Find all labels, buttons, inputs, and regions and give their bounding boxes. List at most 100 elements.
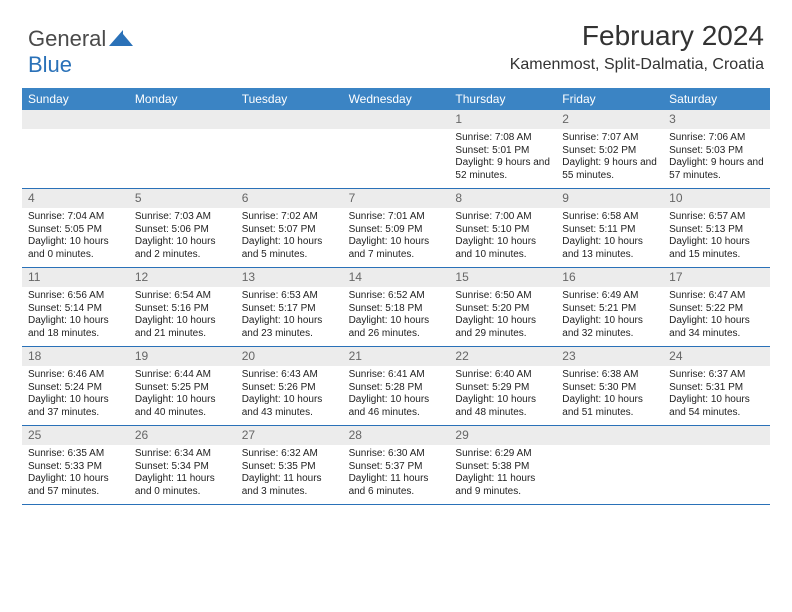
sunset-line: Sunset: 5:18 PM	[349, 303, 444, 316]
day-cell: 7Sunrise: 7:01 AMSunset: 5:09 PMDaylight…	[343, 189, 450, 267]
day-number: 1	[449, 110, 556, 129]
day-number: 8	[449, 189, 556, 208]
sunrise-line: Sunrise: 6:30 AM	[349, 448, 444, 461]
day-number: 29	[449, 426, 556, 445]
sunrise-line: Sunrise: 7:04 AM	[28, 211, 123, 224]
day-cell: 11Sunrise: 6:56 AMSunset: 5:14 PMDayligh…	[22, 268, 129, 346]
day-cell: 26Sunrise: 6:34 AMSunset: 5:34 PMDayligh…	[129, 426, 236, 504]
day-number: 4	[22, 189, 129, 208]
day-number: 7	[343, 189, 450, 208]
day-cell: 17Sunrise: 6:47 AMSunset: 5:22 PMDayligh…	[663, 268, 770, 346]
sunset-line: Sunset: 5:09 PM	[349, 224, 444, 237]
day-number: 21	[343, 347, 450, 366]
day-body: Sunrise: 6:40 AMSunset: 5:29 PMDaylight:…	[449, 366, 556, 423]
day-number: 19	[129, 347, 236, 366]
day-cell	[556, 426, 663, 504]
day-number-empty	[22, 110, 129, 129]
daylight-line: Daylight: 10 hours and 13 minutes.	[562, 236, 657, 261]
week-row: 4Sunrise: 7:04 AMSunset: 5:05 PMDaylight…	[22, 189, 770, 268]
day-cell: 6Sunrise: 7:02 AMSunset: 5:07 PMDaylight…	[236, 189, 343, 267]
sunset-line: Sunset: 5:28 PM	[349, 382, 444, 395]
day-number: 28	[343, 426, 450, 445]
day-body: Sunrise: 6:49 AMSunset: 5:21 PMDaylight:…	[556, 287, 663, 344]
day-cell: 5Sunrise: 7:03 AMSunset: 5:06 PMDaylight…	[129, 189, 236, 267]
daylight-line: Daylight: 9 hours and 52 minutes.	[455, 157, 550, 182]
day-body: Sunrise: 7:02 AMSunset: 5:07 PMDaylight:…	[236, 208, 343, 265]
day-number: 24	[663, 347, 770, 366]
day-body: Sunrise: 6:37 AMSunset: 5:31 PMDaylight:…	[663, 366, 770, 423]
sunset-line: Sunset: 5:30 PM	[562, 382, 657, 395]
sunset-line: Sunset: 5:29 PM	[455, 382, 550, 395]
sunset-line: Sunset: 5:07 PM	[242, 224, 337, 237]
weekday-header: Monday	[129, 88, 236, 110]
header: General February 2024 Kamenmost, Split-D…	[0, 0, 792, 82]
day-body: Sunrise: 6:46 AMSunset: 5:24 PMDaylight:…	[22, 366, 129, 423]
sunrise-line: Sunrise: 7:06 AM	[669, 132, 764, 145]
daylight-line: Daylight: 10 hours and 48 minutes.	[455, 394, 550, 419]
logo-triangle-icon	[109, 30, 135, 48]
day-body: Sunrise: 6:34 AMSunset: 5:34 PMDaylight:…	[129, 445, 236, 502]
day-body: Sunrise: 6:44 AMSunset: 5:25 PMDaylight:…	[129, 366, 236, 423]
day-number: 23	[556, 347, 663, 366]
sunrise-line: Sunrise: 6:34 AM	[135, 448, 230, 461]
day-number: 15	[449, 268, 556, 287]
day-number: 5	[129, 189, 236, 208]
sunset-line: Sunset: 5:14 PM	[28, 303, 123, 316]
sunrise-line: Sunrise: 7:07 AM	[562, 132, 657, 145]
daylight-line: Daylight: 10 hours and 34 minutes.	[669, 315, 764, 340]
sunset-line: Sunset: 5:10 PM	[455, 224, 550, 237]
daylight-line: Daylight: 10 hours and 57 minutes.	[28, 473, 123, 498]
sunrise-line: Sunrise: 7:01 AM	[349, 211, 444, 224]
day-body: Sunrise: 6:35 AMSunset: 5:33 PMDaylight:…	[22, 445, 129, 502]
day-body: Sunrise: 6:32 AMSunset: 5:35 PMDaylight:…	[236, 445, 343, 502]
logo-text-2: Blue	[28, 52, 72, 77]
sunset-line: Sunset: 5:01 PM	[455, 145, 550, 158]
sunrise-line: Sunrise: 6:50 AM	[455, 290, 550, 303]
day-body: Sunrise: 7:01 AMSunset: 5:09 PMDaylight:…	[343, 208, 450, 265]
sunset-line: Sunset: 5:02 PM	[562, 145, 657, 158]
daylight-line: Daylight: 10 hours and 40 minutes.	[135, 394, 230, 419]
sunrise-line: Sunrise: 6:58 AM	[562, 211, 657, 224]
daylight-line: Daylight: 11 hours and 6 minutes.	[349, 473, 444, 498]
daylight-line: Daylight: 11 hours and 0 minutes.	[135, 473, 230, 498]
daylight-line: Daylight: 10 hours and 18 minutes.	[28, 315, 123, 340]
day-number: 6	[236, 189, 343, 208]
weekday-header: Saturday	[663, 88, 770, 110]
sunset-line: Sunset: 5:24 PM	[28, 382, 123, 395]
day-body: Sunrise: 7:06 AMSunset: 5:03 PMDaylight:…	[663, 129, 770, 186]
sunset-line: Sunset: 5:11 PM	[562, 224, 657, 237]
day-number: 22	[449, 347, 556, 366]
logo-text-1: General	[28, 26, 106, 52]
day-number: 12	[129, 268, 236, 287]
daylight-line: Daylight: 10 hours and 2 minutes.	[135, 236, 230, 261]
daylight-line: Daylight: 10 hours and 15 minutes.	[669, 236, 764, 261]
weekday-header: Sunday	[22, 88, 129, 110]
day-number: 3	[663, 110, 770, 129]
day-number-empty	[343, 110, 450, 129]
sunset-line: Sunset: 5:16 PM	[135, 303, 230, 316]
month-title: February 2024	[510, 20, 764, 52]
day-number-empty	[556, 426, 663, 445]
day-number-empty	[663, 426, 770, 445]
day-body: Sunrise: 6:54 AMSunset: 5:16 PMDaylight:…	[129, 287, 236, 344]
day-cell: 23Sunrise: 6:38 AMSunset: 5:30 PMDayligh…	[556, 347, 663, 425]
sunset-line: Sunset: 5:03 PM	[669, 145, 764, 158]
day-cell: 27Sunrise: 6:32 AMSunset: 5:35 PMDayligh…	[236, 426, 343, 504]
day-cell: 13Sunrise: 6:53 AMSunset: 5:17 PMDayligh…	[236, 268, 343, 346]
sunrise-line: Sunrise: 6:43 AM	[242, 369, 337, 382]
day-number: 27	[236, 426, 343, 445]
daylight-line: Daylight: 10 hours and 7 minutes.	[349, 236, 444, 261]
sunrise-line: Sunrise: 6:52 AM	[349, 290, 444, 303]
day-number: 13	[236, 268, 343, 287]
sunset-line: Sunset: 5:21 PM	[562, 303, 657, 316]
daylight-line: Daylight: 11 hours and 3 minutes.	[242, 473, 337, 498]
day-number: 11	[22, 268, 129, 287]
sunset-line: Sunset: 5:26 PM	[242, 382, 337, 395]
sunrise-line: Sunrise: 6:49 AM	[562, 290, 657, 303]
day-cell: 1Sunrise: 7:08 AMSunset: 5:01 PMDaylight…	[449, 110, 556, 188]
sunset-line: Sunset: 5:22 PM	[669, 303, 764, 316]
day-cell	[663, 426, 770, 504]
sunrise-line: Sunrise: 6:37 AM	[669, 369, 764, 382]
day-body: Sunrise: 7:00 AMSunset: 5:10 PMDaylight:…	[449, 208, 556, 265]
day-body: Sunrise: 6:30 AMSunset: 5:37 PMDaylight:…	[343, 445, 450, 502]
